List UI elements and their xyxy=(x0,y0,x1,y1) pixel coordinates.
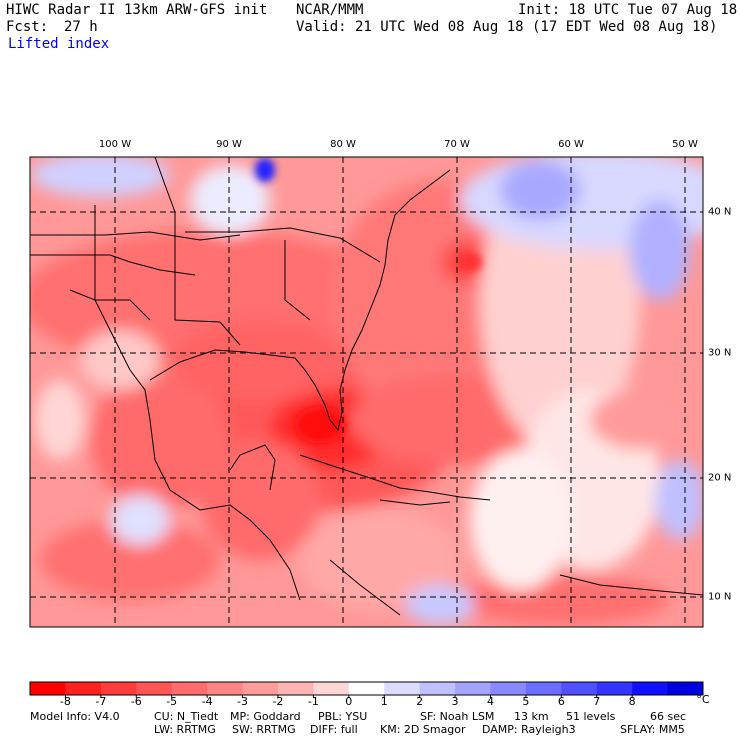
colorbar-swatch xyxy=(384,682,421,695)
lon-label-90w: 90 W xyxy=(216,139,242,150)
info-diff: DIFF: full xyxy=(310,723,358,736)
init-time: Init: 18 UTC Tue 07 Aug 18 xyxy=(518,2,738,18)
info-lw: LW: RRTMG xyxy=(154,723,216,736)
info-pbl: PBL: YSU xyxy=(318,710,368,723)
graticule xyxy=(30,157,703,627)
colorbar-swatch xyxy=(100,682,137,695)
colorbar-swatch xyxy=(242,682,279,695)
forecast-label: Fcst: xyxy=(6,19,49,35)
colorbar-swatch xyxy=(419,682,456,695)
colorbar-tick-label: -1 xyxy=(307,695,319,708)
forecast-hours: 27 h xyxy=(64,19,98,35)
colorbar-tick-label: -6 xyxy=(130,695,142,708)
colorbar-swatch xyxy=(277,682,314,695)
lat-label-40n: 40 N xyxy=(708,206,732,218)
colorbar-swatch xyxy=(171,682,208,695)
colorbar-tick-label: 2 xyxy=(416,695,424,708)
valid-time: Valid: 21 UTC Wed 08 Aug 18 (17 EDT Wed … xyxy=(296,19,718,35)
colorbar-swatch xyxy=(525,682,562,695)
colorbar-tick-label: 8 xyxy=(628,695,636,708)
info-sf: SF: Noah LSM xyxy=(420,710,495,723)
colorbar-swatch xyxy=(490,682,527,695)
center-name: NCAR/MMM xyxy=(296,2,364,18)
colorbar-tick-label: 5 xyxy=(522,695,530,708)
info-resolution: 13 km xyxy=(514,710,549,723)
info-sflay: SFLAY: MM5 xyxy=(620,723,685,736)
lon-label-100w: 100 W xyxy=(98,139,132,150)
info-damp: DAMP: Rayleigh3 xyxy=(482,723,576,736)
colorbar-tick-label: -8 xyxy=(59,695,71,708)
colorbar-swatch xyxy=(207,682,244,695)
colorbar-tick-label: -2 xyxy=(272,695,284,708)
model-title: HIWC Radar II 13km ARW-GFS init xyxy=(6,2,268,18)
colorbar-swatch xyxy=(667,682,704,695)
colorbar-unit: °C xyxy=(696,693,710,706)
lat-label-30n: 30 N xyxy=(708,347,732,359)
info-sw: SW: RRTMG xyxy=(232,723,296,736)
field-shading xyxy=(30,157,703,627)
colorbar-swatch xyxy=(313,682,350,695)
colorbar-swatch xyxy=(30,682,66,695)
colorbar-tick-label: 3 xyxy=(451,695,459,708)
colorbar-tick-label: -7 xyxy=(95,695,107,708)
colorbar-tick-label: 4 xyxy=(486,695,494,708)
colorbar xyxy=(29,681,704,698)
colorbar-swatch xyxy=(455,682,491,695)
colorbar-swatch xyxy=(348,682,385,695)
info-km: KM: 2D Smagor xyxy=(380,723,466,736)
colorbar-tick-label: 7 xyxy=(593,695,601,708)
lon-label-80w: 80 W xyxy=(330,139,356,150)
lon-label-60w: 60 W xyxy=(558,139,584,150)
colorbar-swatch xyxy=(136,682,173,695)
info-model: Model Info: V4.0 xyxy=(30,710,120,723)
info-cu: CU: N_Tiedt xyxy=(154,710,219,723)
info-levels: 51 levels xyxy=(566,710,616,723)
lat-label-10n: 10 N xyxy=(708,591,732,603)
colorbar-swatch xyxy=(596,682,633,695)
colorbar-tick-label: 0 xyxy=(345,695,353,708)
map-frame xyxy=(29,156,704,628)
colorbar-tick-label: -4 xyxy=(201,695,213,708)
colorbar-tick-label: 6 xyxy=(557,695,565,708)
colorbar-tick-label: -5 xyxy=(166,695,178,708)
lon-label-50w: 50 W xyxy=(672,139,698,150)
field-name: Lifted index xyxy=(8,36,110,52)
lat-label-20n: 20 N xyxy=(708,472,732,484)
colorbar-frame xyxy=(29,681,704,696)
colorbar-swatch xyxy=(561,682,598,695)
colorbar-tick-label: -3 xyxy=(237,695,248,708)
info-timestep: 66 sec xyxy=(650,710,687,723)
coastlines xyxy=(30,157,703,616)
colorbar-swatch xyxy=(65,682,102,695)
info-mp: MP: Goddard xyxy=(230,710,301,723)
colorbar-tick-label: 1 xyxy=(380,695,388,708)
lon-label-70w: 70 W xyxy=(444,139,470,150)
colorbar-swatch xyxy=(632,682,669,695)
